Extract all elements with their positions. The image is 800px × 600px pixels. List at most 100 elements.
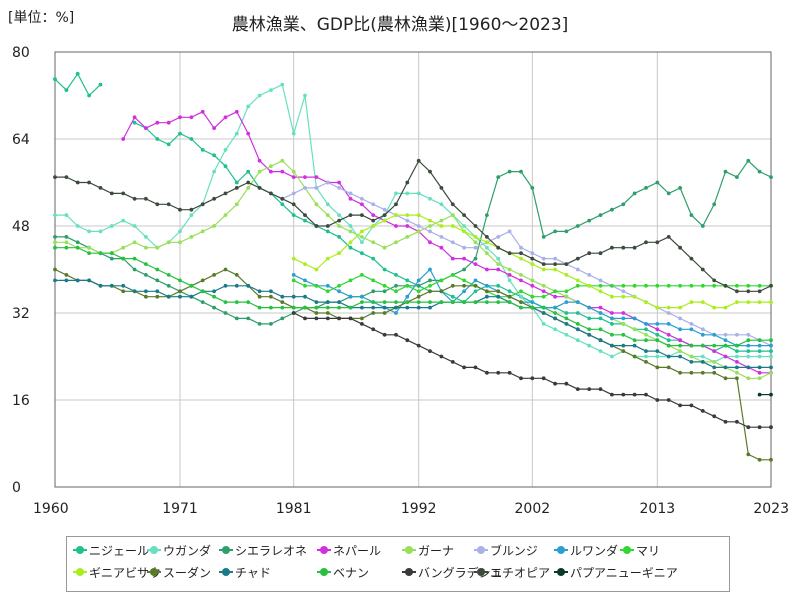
data-point <box>462 245 466 250</box>
data-point <box>564 322 569 326</box>
data-point <box>553 262 557 266</box>
data-point <box>462 283 466 288</box>
data-point <box>337 224 341 228</box>
data-point <box>519 305 523 310</box>
line-chart: 0 16 32 48 64 80 1960 1971 1981 1992 2002 2013 2023 <box>12 45 789 517</box>
data-point <box>223 164 228 169</box>
data-point <box>598 289 603 294</box>
data-point <box>644 322 648 326</box>
data-point <box>712 349 717 353</box>
data-point <box>246 316 251 321</box>
data-point <box>303 213 307 218</box>
data-point <box>428 229 432 234</box>
data-point <box>450 224 455 228</box>
data-point <box>541 305 546 310</box>
data-point <box>280 82 285 87</box>
data-point <box>507 278 512 283</box>
data-point <box>337 300 341 304</box>
data-point <box>280 300 285 304</box>
legend-swatch <box>219 545 233 555</box>
data-point <box>325 180 330 185</box>
data-point <box>462 300 466 304</box>
data-point <box>485 370 489 375</box>
legend-items: ニジェール ウガンダ シエラレオネ ネパール ガーナ ブルンジ ルワンダ マリ ギニアビサウ スー… <box>73 542 733 580</box>
data-point <box>428 224 432 228</box>
x-tick-label: 1960 <box>33 501 69 517</box>
data-point <box>416 278 421 283</box>
data-point <box>200 278 205 283</box>
data-point <box>257 169 262 174</box>
data-point <box>746 332 751 337</box>
data-point <box>689 370 694 375</box>
data-point <box>575 311 580 315</box>
data-point <box>473 262 478 266</box>
data-point <box>303 294 307 299</box>
data-point <box>610 245 614 250</box>
legend-swatch <box>73 545 87 555</box>
data-point <box>394 311 398 315</box>
data-point <box>325 289 330 294</box>
legend-swatch <box>147 567 161 577</box>
data-point <box>291 305 296 310</box>
data-point <box>621 294 626 299</box>
data-point <box>712 414 717 419</box>
data-point <box>382 289 387 294</box>
data-point <box>280 196 285 201</box>
data-point <box>598 311 603 315</box>
legend-item: エチオピア <box>474 564 554 580</box>
data-point <box>75 278 80 283</box>
y-tick-label: 32 <box>12 306 30 322</box>
data-point <box>496 262 501 266</box>
data-point <box>189 115 194 120</box>
data-point <box>428 349 432 353</box>
data-point <box>575 327 580 332</box>
data-point <box>655 349 660 353</box>
data-point <box>507 229 512 234</box>
data-point <box>519 376 523 381</box>
data-point <box>598 349 603 353</box>
data-point <box>757 376 762 381</box>
data-point <box>632 327 637 332</box>
data-point <box>666 338 671 343</box>
data-point <box>519 256 523 261</box>
data-point <box>303 218 307 223</box>
data-point <box>53 278 57 283</box>
data-point <box>98 283 103 288</box>
data-point <box>87 93 91 98</box>
data-point <box>371 202 376 207</box>
data-point <box>462 289 466 294</box>
data-point <box>757 289 762 294</box>
data-point <box>632 191 637 196</box>
data-point <box>519 169 523 174</box>
data-point <box>371 300 376 304</box>
data-point <box>109 191 114 196</box>
data-point <box>450 283 455 288</box>
data-point <box>496 283 501 288</box>
data-point <box>200 148 205 152</box>
data-point <box>325 316 330 321</box>
y-tick-label: 64 <box>12 132 30 148</box>
data-point <box>553 294 557 299</box>
data-point <box>530 283 535 288</box>
data-point <box>348 191 353 196</box>
data-point <box>723 283 728 288</box>
data-point <box>121 283 126 288</box>
data-point <box>632 343 637 348</box>
data-point <box>155 137 160 141</box>
data-point <box>189 283 194 288</box>
data-point <box>348 245 353 250</box>
data-point <box>416 283 421 288</box>
grid-lines <box>55 52 771 487</box>
data-point <box>757 169 762 174</box>
data-point <box>735 349 739 353</box>
data-point <box>269 88 273 92</box>
data-point <box>632 338 637 343</box>
series-line <box>55 159 772 325</box>
data-point <box>575 322 580 326</box>
data-point <box>200 109 205 114</box>
data-point <box>769 338 773 343</box>
data-point <box>507 289 512 294</box>
data-point <box>689 283 694 288</box>
data-point <box>587 343 592 348</box>
data-point <box>712 278 717 283</box>
